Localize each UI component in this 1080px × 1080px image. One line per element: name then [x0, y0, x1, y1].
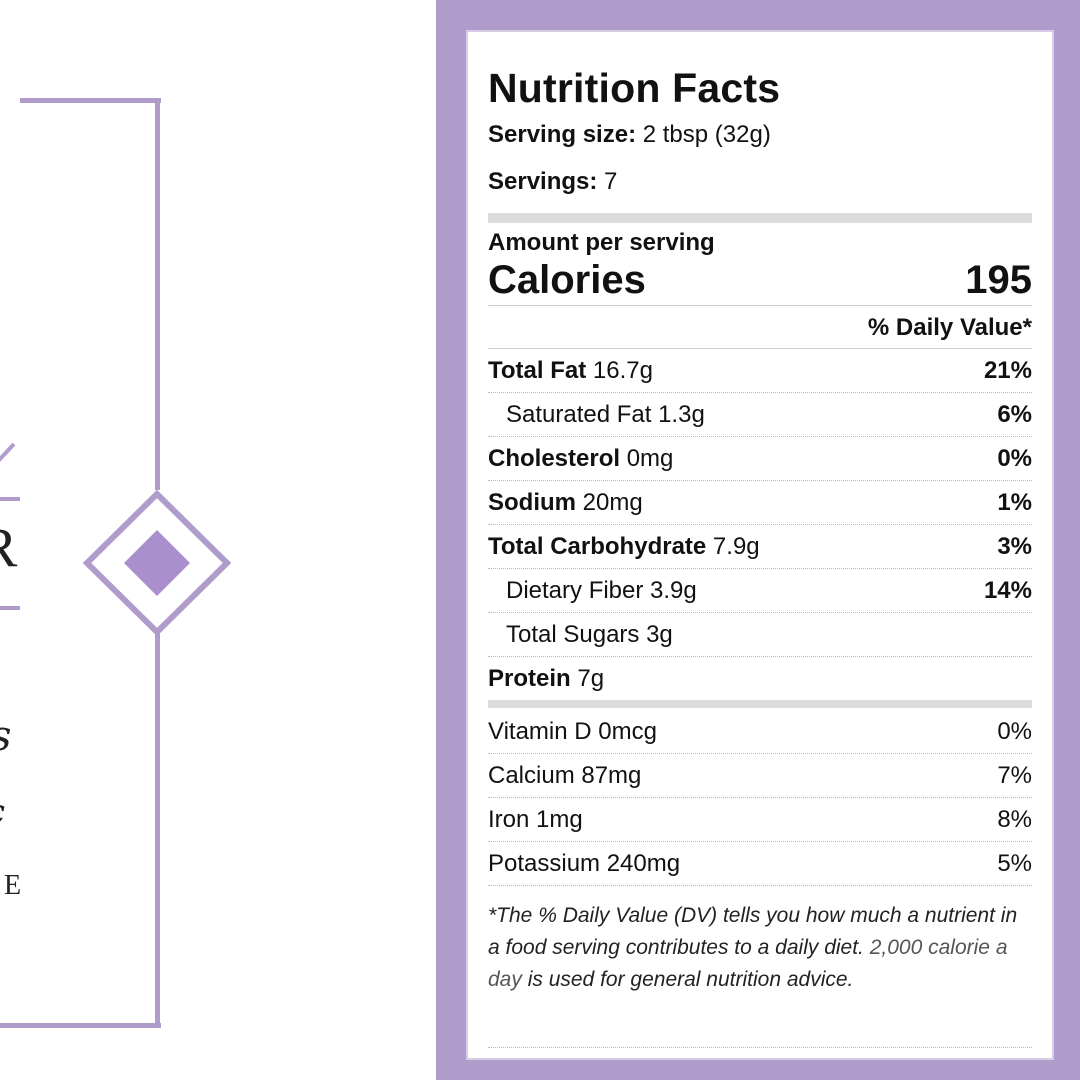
nutrient-row: Total Fat 16.7g 21%: [488, 349, 1032, 394]
vitamin-label: Iron 1mg: [488, 805, 583, 833]
vitamin-percent: 5%: [997, 849, 1032, 877]
nutrient-percent: 3%: [997, 532, 1032, 560]
daily-value-footnote: *The % Daily Value (DV) tells you how mu…: [488, 900, 1032, 996]
servings: Servings: 7: [488, 168, 1032, 197]
nutrient-row: Cholesterol 0mg 0%: [488, 437, 1032, 482]
nutrient-row: Total Carbohydrate 7.9g 3%: [488, 525, 1032, 570]
brand-script-cropped-1: s: [0, 715, 12, 757]
frame-line-right-upper: [155, 98, 160, 490]
servings-label: Servings:: [488, 167, 598, 195]
footnote-calorie-basis: 2,000 calorie a day: [488, 936, 1008, 992]
vitamin-row: Potassium 240mg 5%: [488, 842, 1032, 887]
nutrient-label: Dietary Fiber 3.9g: [506, 576, 697, 604]
nutrient-row: Dietary Fiber 3.9g 14%: [488, 569, 1032, 614]
calories-row: Calories 195: [488, 257, 1032, 307]
nutrient-label: Protein: [488, 664, 571, 692]
left-decorative-panel: R s c E: [0, 0, 436, 1080]
frame-line-right-lower: [155, 633, 160, 1028]
vitamin-row: Iron 1mg 8%: [488, 798, 1032, 843]
brand-letter-small-cropped: E: [4, 870, 22, 901]
nutrient-percent: 1%: [997, 488, 1032, 516]
footnote-text-1: *The % Daily Value (DV) tells you how mu…: [488, 904, 1018, 960]
calories-label: Calories: [488, 258, 646, 303]
frame-line-top: [20, 98, 161, 103]
nutrient-percent: 21%: [983, 356, 1032, 384]
nutrient-label: Sodium: [488, 488, 576, 516]
nutrient-label: Cholesterol: [488, 444, 621, 472]
frame-line-bottom: [0, 1023, 161, 1028]
nutrient-amount: 7.9g: [712, 532, 760, 560]
nutrient-label: Saturated Fat 1.3g: [506, 400, 705, 428]
nutrient-percent: 14%: [983, 576, 1032, 604]
footer-divider: [488, 1047, 1032, 1048]
vitamin-percent: 8%: [997, 805, 1032, 833]
nutrition-panel-background: Nutrition Facts Serving size: 2 tbsp (32…: [436, 0, 1080, 1080]
diamond-ornament-icon: [82, 489, 232, 637]
brand-script-cropped-2: c: [0, 795, 5, 829]
vitamin-percent: 7%: [997, 761, 1032, 789]
nutrient-amount: 16.7g: [592, 356, 653, 384]
divider-thick: [488, 212, 1032, 223]
nutrient-percent: 6%: [997, 400, 1032, 428]
nutrient-row: Sodium 20mg 1%: [488, 481, 1032, 526]
nutrient-amount: 0mg: [626, 444, 674, 472]
serving-size-value: 2 tbsp (32g): [642, 121, 771, 148]
servings-value: 7: [604, 167, 618, 195]
vitamin-label: Potassium 240mg: [488, 849, 681, 877]
accent-line-upper: [0, 497, 20, 501]
nutrient-label: Total Carbohydrate: [488, 532, 707, 560]
accent-line-lower: [0, 606, 20, 610]
vitamin-label: Calcium 87mg: [488, 761, 642, 789]
calories-value: 195: [965, 258, 1032, 303]
nutrient-percent: 0%: [997, 444, 1032, 472]
footnote-text-2: is used for general nutrition advice.: [521, 968, 854, 992]
nutrition-title: Nutrition Facts: [488, 65, 781, 111]
serving-size-label: Serving size:: [488, 121, 637, 148]
serving-size: Serving size: 2 tbsp (32g): [488, 121, 1032, 150]
nutrient-row: Saturated Fat 1.3g 6%: [488, 393, 1032, 438]
brand-letter-cropped: R: [0, 520, 17, 576]
nutrient-row: Protein 7g: [488, 657, 1032, 700]
nutrient-amount: 7g: [577, 664, 605, 692]
vitamin-row: Vitamin D 0mcg 0%: [488, 710, 1032, 755]
vitamin-percent: 0%: [997, 717, 1032, 745]
vitamin-label: Vitamin D 0mcg: [488, 717, 657, 745]
divider-thick-vitamins: [488, 700, 1032, 709]
amount-per-serving: Amount per serving: [488, 228, 715, 256]
nutrient-row: Total Sugars 3g: [488, 613, 1032, 658]
vitamin-row: Calcium 87mg 7%: [488, 754, 1032, 799]
nutrition-facts-label: Nutrition Facts Serving size: 2 tbsp (32…: [466, 30, 1054, 1060]
daily-value-header: % Daily Value*: [488, 306, 1032, 350]
nutrient-amount: 20mg: [582, 488, 643, 516]
nutrient-label: Total Sugars 3g: [506, 620, 673, 648]
nutrient-label: Total Fat: [488, 356, 587, 384]
chevron-ornament-icon: [0, 442, 16, 462]
